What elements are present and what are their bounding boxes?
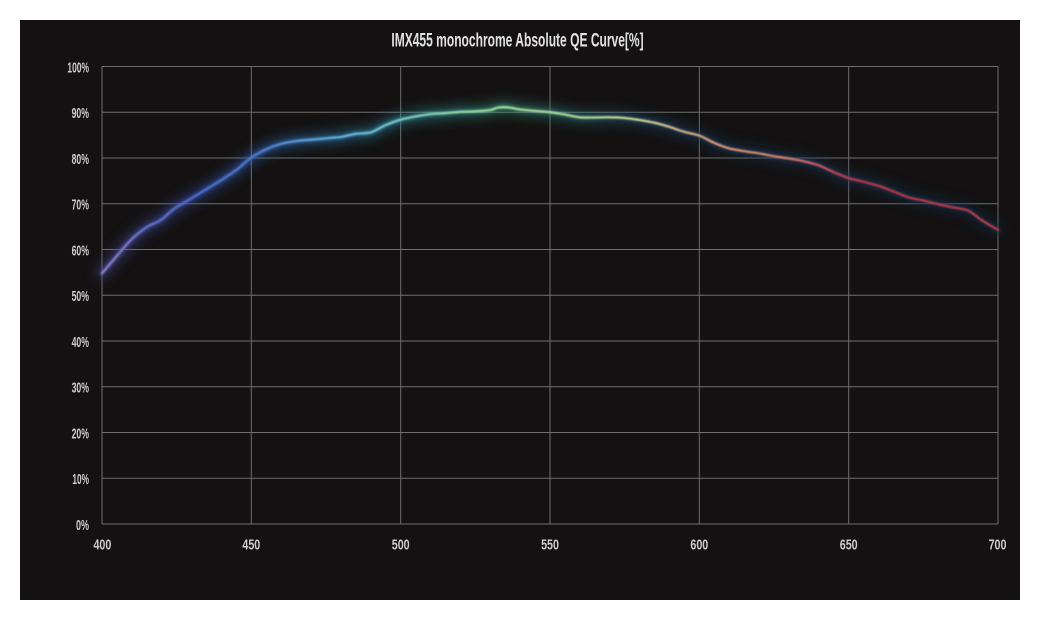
- svg-text:450: 450: [242, 537, 260, 553]
- svg-text:700: 700: [989, 537, 1007, 553]
- svg-text:100%: 100%: [67, 60, 89, 76]
- svg-text:550: 550: [541, 537, 559, 553]
- svg-text:IMX455 monochrome Absolute QE: IMX455 monochrome Absolute QE Curve[%]: [391, 31, 643, 51]
- svg-text:600: 600: [690, 537, 708, 553]
- svg-text:90%: 90%: [72, 105, 90, 122]
- svg-text:0%: 0%: [76, 517, 89, 534]
- svg-text:80%: 80%: [72, 150, 90, 167]
- svg-text:400: 400: [93, 537, 111, 553]
- svg-text:70%: 70%: [72, 196, 90, 213]
- svg-text:60%: 60%: [72, 242, 90, 259]
- svg-text:10%: 10%: [72, 472, 89, 488]
- svg-text:650: 650: [840, 537, 858, 553]
- svg-text:50%: 50%: [72, 288, 90, 305]
- svg-text:500: 500: [392, 537, 410, 553]
- svg-text:20%: 20%: [72, 425, 90, 442]
- svg-text:40%: 40%: [72, 333, 90, 350]
- svg-text:30%: 30%: [72, 379, 90, 396]
